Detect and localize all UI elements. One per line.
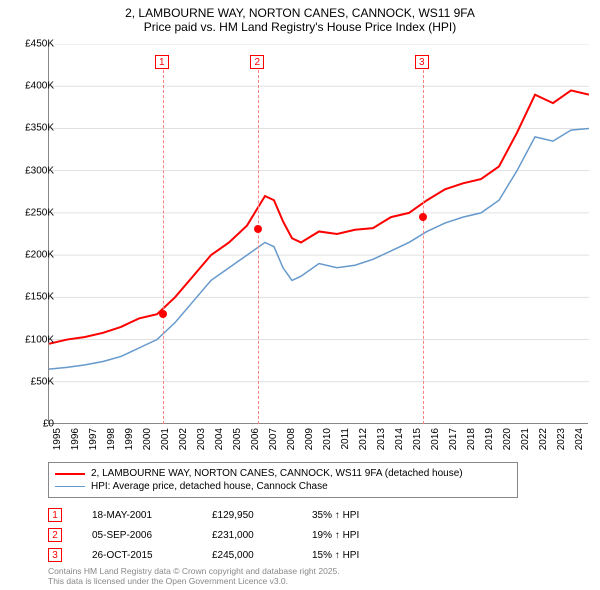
- footer-line1: Contains HM Land Registry data © Crown c…: [48, 566, 340, 576]
- x-tick-label: 2021: [520, 428, 531, 458]
- x-tick-label: 2006: [250, 428, 261, 458]
- x-tick-label: 2014: [394, 428, 405, 458]
- legend-item-1: HPI: Average price, detached house, Cann…: [55, 480, 511, 493]
- y-tick-label: £50K: [10, 376, 54, 387]
- x-tick-label: 2016: [430, 428, 441, 458]
- transaction-marker-2: 3: [48, 548, 62, 562]
- x-tick-label: 2002: [178, 428, 189, 458]
- transaction-pct-2: 15% ↑ HPI: [312, 550, 392, 561]
- transaction-marker-1: 2: [48, 528, 62, 542]
- x-tick-label: 2011: [340, 428, 351, 458]
- transaction-pct-0: 35% ↑ HPI: [312, 510, 392, 521]
- legend-swatch-1: [55, 486, 85, 488]
- legend-label-0: 2, LAMBOURNE WAY, NORTON CANES, CANNOCK,…: [91, 468, 463, 479]
- transaction-date-0: 18-MAY-2001: [92, 510, 182, 521]
- marker-box: 3: [415, 55, 429, 69]
- x-tick-label: 2003: [196, 428, 207, 458]
- chart-plot-area: [48, 44, 588, 424]
- x-tick-label: 1999: [124, 428, 135, 458]
- y-tick-label: £0: [10, 419, 54, 430]
- footer-attribution: Contains HM Land Registry data © Crown c…: [48, 566, 340, 586]
- x-tick-label: 2000: [142, 428, 153, 458]
- marker-vline: [423, 70, 424, 424]
- x-tick-label: 2022: [538, 428, 549, 458]
- marker-box: 1: [155, 55, 169, 69]
- marker-dot: [419, 213, 427, 221]
- x-tick-label: 2004: [214, 428, 225, 458]
- transaction-row-0: 1 18-MAY-2001 £129,950 35% ↑ HPI: [48, 505, 392, 525]
- y-tick-label: £200K: [10, 250, 54, 261]
- x-tick-label: 2008: [286, 428, 297, 458]
- transaction-date-1: 05-SEP-2006: [92, 530, 182, 541]
- x-tick-label: 2009: [304, 428, 315, 458]
- transaction-date-2: 26-OCT-2015: [92, 550, 182, 561]
- x-tick-label: 2023: [556, 428, 567, 458]
- legend: 2, LAMBOURNE WAY, NORTON CANES, CANNOCK,…: [48, 462, 518, 498]
- x-tick-label: 2012: [358, 428, 369, 458]
- transaction-price-0: £129,950: [212, 510, 282, 521]
- x-tick-label: 1995: [52, 428, 63, 458]
- transaction-price-2: £245,000: [212, 550, 282, 561]
- marker-dot: [254, 225, 262, 233]
- x-tick-label: 2019: [484, 428, 495, 458]
- legend-item-0: 2, LAMBOURNE WAY, NORTON CANES, CANNOCK,…: [55, 467, 511, 480]
- transaction-price-1: £231,000: [212, 530, 282, 541]
- marker-box: 2: [250, 55, 264, 69]
- x-tick-label: 2024: [574, 428, 585, 458]
- x-tick-label: 2020: [502, 428, 513, 458]
- marker-vline: [163, 70, 164, 424]
- chart-svg: [49, 44, 589, 424]
- title-line2: Price paid vs. HM Land Registry's House …: [0, 20, 600, 34]
- x-tick-label: 2013: [376, 428, 387, 458]
- marker-vline: [258, 70, 259, 424]
- transactions-table: 1 18-MAY-2001 £129,950 35% ↑ HPI 2 05-SE…: [48, 505, 392, 565]
- y-tick-label: £300K: [10, 165, 54, 176]
- y-tick-label: £100K: [10, 334, 54, 345]
- legend-label-1: HPI: Average price, detached house, Cann…: [91, 481, 328, 492]
- footer-line2: This data is licensed under the Open Gov…: [48, 576, 340, 586]
- transaction-row-2: 3 26-OCT-2015 £245,000 15% ↑ HPI: [48, 545, 392, 565]
- y-tick-label: £350K: [10, 123, 54, 134]
- legend-swatch-0: [55, 473, 85, 475]
- x-tick-label: 2010: [322, 428, 333, 458]
- y-tick-label: £450K: [10, 39, 54, 50]
- title-block: 2, LAMBOURNE WAY, NORTON CANES, CANNOCK,…: [0, 0, 600, 36]
- x-tick-label: 1997: [88, 428, 99, 458]
- y-tick-label: £400K: [10, 81, 54, 92]
- x-tick-label: 2001: [160, 428, 171, 458]
- x-tick-label: 2005: [232, 428, 243, 458]
- x-tick-label: 2015: [412, 428, 423, 458]
- x-tick-label: 1998: [106, 428, 117, 458]
- transaction-row-1: 2 05-SEP-2006 £231,000 19% ↑ HPI: [48, 525, 392, 545]
- transaction-pct-1: 19% ↑ HPI: [312, 530, 392, 541]
- chart-container: 2, LAMBOURNE WAY, NORTON CANES, CANNOCK,…: [0, 0, 600, 590]
- x-tick-label: 2007: [268, 428, 279, 458]
- marker-dot: [159, 310, 167, 318]
- title-line1: 2, LAMBOURNE WAY, NORTON CANES, CANNOCK,…: [0, 6, 600, 20]
- x-tick-label: 1996: [70, 428, 81, 458]
- y-tick-label: £150K: [10, 292, 54, 303]
- x-tick-label: 2017: [448, 428, 459, 458]
- y-tick-label: £250K: [10, 207, 54, 218]
- transaction-marker-0: 1: [48, 508, 62, 522]
- x-tick-label: 2018: [466, 428, 477, 458]
